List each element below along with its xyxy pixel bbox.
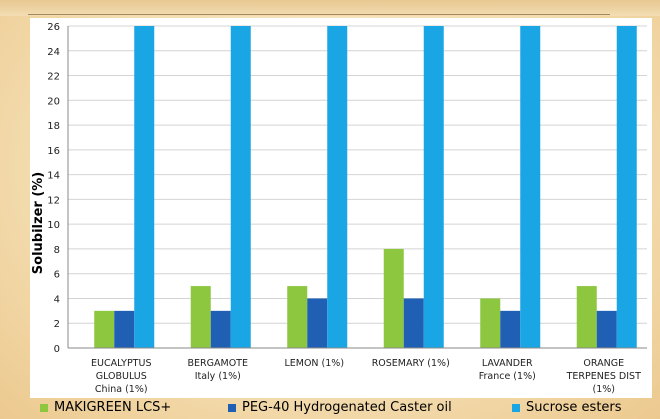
x-tick-label: BERGAMOTE Italy (1%) [188, 358, 248, 382]
x-tick-label: ORANGE TERPENES DIST (1%) [566, 358, 641, 395]
bar-peg40 [210, 310, 231, 348]
bar-makigreen [287, 286, 308, 348]
x-tick-label-line: France (1%) [479, 371, 536, 382]
bar-sucrose [616, 26, 637, 348]
slide-title-band [0, 0, 660, 16]
bar-peg40 [307, 298, 328, 348]
y-tick-label: 0 [54, 344, 60, 355]
legend-label-sucrose: Sucrose esters [526, 400, 622, 415]
x-tick-label-line: BERGAMOTE [188, 358, 248, 369]
y-tick-label: 18 [47, 121, 60, 132]
x-tick-label: LEMON (1%) [284, 358, 344, 369]
bar-makigreen [576, 286, 597, 348]
x-tick-label-line: ROSEMARY (1%) [372, 358, 450, 369]
x-tick-label-line: Italy (1%) [195, 371, 241, 382]
bar-makigreen [190, 286, 211, 348]
x-tick-label-line: EUCALYPTUS [91, 358, 151, 369]
legend: MAKIGREEN LCS+ PEG-40 Hydrogenated Caste… [0, 398, 660, 419]
y-tick-label: 22 [47, 72, 60, 83]
bar-peg40 [403, 298, 424, 348]
legend-swatch-peg40 [228, 403, 236, 412]
bar-makigreen [480, 298, 501, 348]
chart-panel: 0 2 4 6 8 10 12 14 16 18 20 22 24 26 EUCALYPTUS GLOBULU… [30, 18, 652, 398]
bar-sucrose [134, 26, 155, 348]
y-tick-label: 16 [47, 146, 60, 157]
legend-swatch-sucrose [512, 403, 520, 412]
x-tick-label-line: GLOBULUS [96, 371, 147, 382]
bar-makigreen [94, 310, 115, 348]
y-tick-label: 2 [54, 319, 60, 330]
legend-label-makigreen: MAKIGREEN LCS+ [54, 400, 172, 415]
x-tick-label-line: ORANGE [583, 358, 624, 369]
legend-item-peg40: PEG-40 Hydrogenated Caster oil [228, 400, 452, 415]
x-tick-label: ROSEMARY (1%) [372, 358, 450, 369]
y-tick-label: 4 [54, 294, 60, 305]
x-tick-label-line: TERPENES DIST [566, 371, 641, 382]
y-tick-label: 6 [54, 270, 60, 281]
y-tick-label: 8 [54, 245, 60, 256]
x-tick-label-line: LEMON (1%) [284, 358, 344, 369]
bar-sucrose [327, 26, 348, 348]
y-tick-label: 26 [47, 22, 60, 33]
y-tick-label: 20 [47, 96, 60, 107]
x-tick-label-line: LAVANDER [482, 358, 533, 369]
y-axis-label: Solubilzer (%) [31, 172, 46, 274]
y-tick-label: 12 [47, 195, 60, 206]
x-tick-label: LAVANDER France (1%) [479, 358, 536, 382]
bar-peg40 [500, 310, 521, 348]
bar-peg40 [114, 310, 135, 348]
legend-swatch-makigreen [40, 403, 48, 412]
x-tick-label-line: (1%) [593, 384, 615, 395]
x-tick-label-line: China (1%) [95, 384, 148, 395]
legend-item-sucrose: Sucrose esters [512, 400, 622, 415]
bar-sucrose [520, 26, 541, 348]
legend-item-makigreen: MAKIGREEN LCS+ [40, 400, 171, 415]
title-underline [28, 14, 610, 15]
bar-sucrose [230, 26, 251, 348]
y-tick-label: 10 [47, 220, 60, 231]
bar-sucrose [423, 26, 444, 348]
bar-makigreen [383, 248, 404, 348]
y-tick-label: 14 [47, 171, 60, 182]
bar-peg40 [596, 310, 617, 348]
legend-label-peg40: PEG-40 Hydrogenated Caster oil [242, 400, 452, 415]
y-tick-label: 24 [47, 47, 60, 58]
x-tick-label: EUCALYPTUS GLOBULUS China (1%) [91, 358, 151, 395]
